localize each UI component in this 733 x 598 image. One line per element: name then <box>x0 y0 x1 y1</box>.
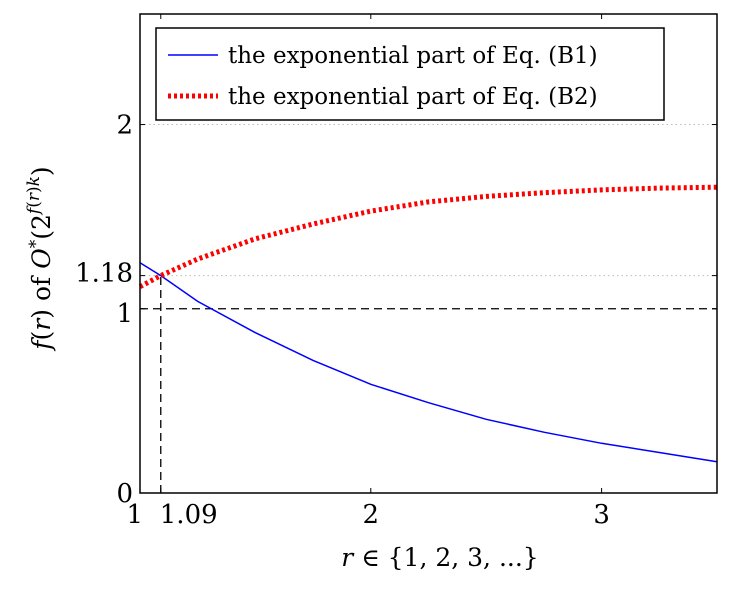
y-tick-label: 2 <box>116 111 133 141</box>
reference-lines <box>140 275 717 493</box>
x-tick-label: 2 <box>363 500 380 530</box>
y-tick-label: 1 <box>116 299 133 329</box>
series-line-b1 <box>139 262 718 463</box>
series-layer <box>138 184 718 463</box>
x-tick-label: 1.09 <box>160 500 218 530</box>
legend-label-b1: the exponential part of Eq. (B1) <box>228 43 598 69</box>
x-tick-label: 3 <box>593 500 610 530</box>
legend-label-b2: the exponential part of Eq. (B2) <box>228 84 598 110</box>
x-axis-label: r ∈ {1, 2, 3, ...} <box>341 543 538 572</box>
y-tick-label: 0 <box>116 479 133 509</box>
grid-layer <box>140 124 717 277</box>
tick-layer <box>139 14 717 494</box>
y-axis-label: f(r) of O*(2f(r)k) <box>24 166 56 351</box>
y-tick-label: 1.18 <box>75 259 133 289</box>
plot-frame <box>139 13 718 494</box>
legend: the exponential part of Eq. (B1) the exp… <box>155 27 665 121</box>
legend-box <box>155 27 665 121</box>
x-tick-label: 1 <box>126 500 143 530</box>
